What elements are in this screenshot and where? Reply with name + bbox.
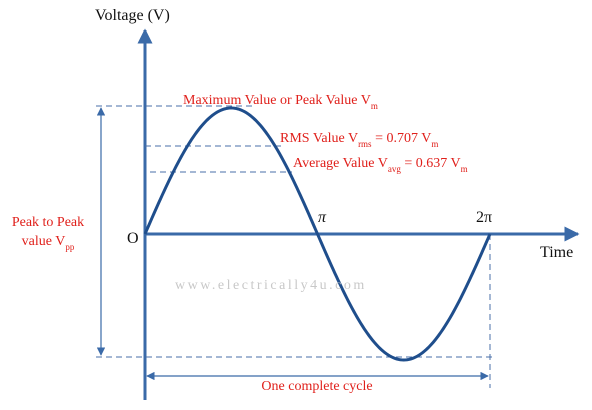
subscript: rms [358,139,372,149]
y-axis-label: Voltage (V) [95,7,170,24]
watermark: www.electrically4u.com [175,278,367,293]
average-label: Average Value Vavg = 0.637 Vm [293,156,468,174]
peak-to-peak-label: value Vpp [22,234,75,252]
label-text: = 0.637 V [401,156,461,171]
subscript: m [461,164,468,174]
subscript: pp [65,242,75,252]
two-pi-label: 2π [476,209,492,226]
subscript: m [431,139,438,149]
label-text: Maximum Value or Peak Value V [183,93,371,108]
sine-wave [143,106,492,362]
label-text: Average Value V [293,156,388,171]
label-text: RMS Value V [280,131,358,146]
peak-to-peak-label: Peak to Peak [12,215,84,230]
subscript: m [371,101,378,111]
peak-label: Maximum Value or Peak Value Vm [183,93,378,111]
label-text: = 0.707 V [372,131,432,146]
x-axis-label: Time [540,244,573,261]
label-text: value V [22,234,66,249]
pi-label: π [318,209,327,226]
rms-label: RMS Value Vrms = 0.707 Vm [280,131,438,149]
origin-label: O [127,230,139,247]
subscript: avg [388,164,401,174]
cycle-label: One complete cycle [261,379,372,394]
